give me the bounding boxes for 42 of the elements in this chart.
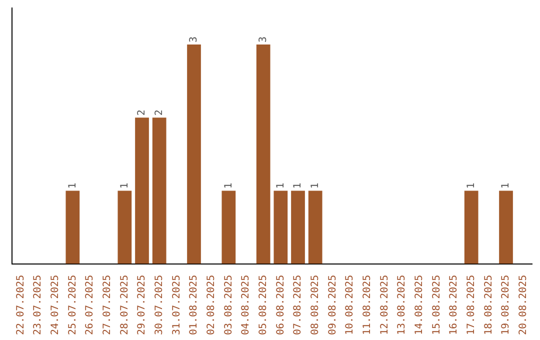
x-tick-label: 02.08.2025: [206, 274, 217, 336]
data-label: 1: [223, 182, 234, 189]
x-tick-label: 22.07.2025: [15, 274, 26, 336]
x-tick-label: 20.08.2025: [518, 274, 529, 336]
data-label: 1: [310, 182, 321, 189]
x-tick-label: 26.07.2025: [84, 274, 96, 336]
x-tick-label: 09.08.2025: [327, 274, 338, 336]
x-tick-label: 19.08.2025: [500, 274, 512, 336]
data-label: 3: [188, 36, 200, 43]
data-label: 1: [292, 182, 304, 189]
x-tick-label: 16.08.2025: [448, 274, 460, 336]
x-tick-label: 12.08.2025: [379, 274, 390, 336]
x-tick-label: 11.08.2025: [362, 274, 373, 336]
x-tick-label: 28.07.2025: [119, 274, 130, 336]
x-tick-label: 27.07.2025: [102, 274, 113, 336]
x-tick-label: 31.07.2025: [171, 274, 182, 336]
x-tick-label: 30.07.2025: [154, 274, 165, 336]
x-tick-label: 07.08.2025: [292, 274, 304, 336]
x-tick-label: 15.08.2025: [431, 274, 442, 336]
data-label: 1: [500, 182, 512, 189]
data-label: 2: [154, 110, 165, 116]
x-tick-label: 03.08.2025: [223, 274, 234, 336]
x-tick-label: 04.08.2025: [240, 274, 252, 336]
x-tick-label: 14.08.2025: [414, 274, 425, 336]
x-tick-label: 29.07.2025: [136, 274, 148, 336]
data-label: 1: [466, 182, 477, 189]
data-label: 1: [119, 182, 130, 189]
data-label: 2: [136, 110, 148, 116]
x-tick-label: 25.07.2025: [67, 274, 78, 336]
x-tick-label: 17.08.2025: [466, 274, 477, 336]
x-tick-label: 01.08.2025: [188, 274, 200, 336]
data-label: 1: [67, 182, 78, 189]
x-tick-label: 08.08.2025: [310, 274, 321, 336]
x-tick-label: 18.08.2025: [483, 274, 494, 336]
x-tick-label: 23.07.2025: [32, 274, 44, 336]
x-tick-label: 10.08.2025: [344, 274, 356, 336]
data-label: 3: [258, 36, 269, 43]
x-tick-label: 05.08.2025: [258, 274, 269, 336]
x-tick-label: 24.07.2025: [50, 274, 61, 336]
x-tick-label: 13.08.2025: [396, 274, 408, 336]
data-label: 1: [275, 182, 286, 189]
x-tick-label: 06.08.2025: [275, 274, 286, 336]
